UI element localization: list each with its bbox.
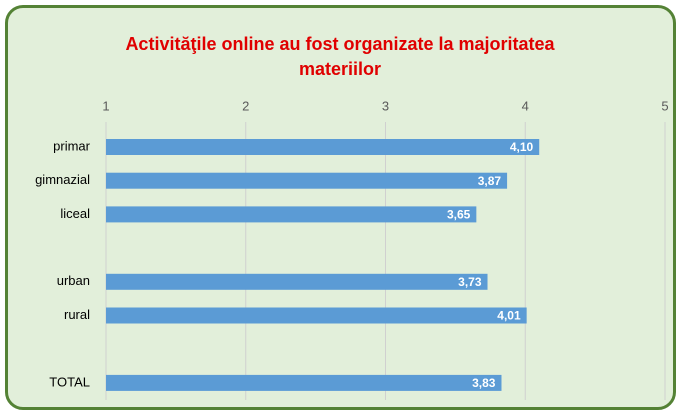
x-tick-label: 3 [382,98,389,113]
chart-title: Activităţile online au fost organizate l… [125,34,555,79]
x-tick-label: 5 [661,98,668,113]
y-tick-label: gimnazial [35,172,90,187]
x-tick-label: 1 [102,98,109,113]
y-tick-label: liceal [60,206,90,221]
bar [106,374,502,391]
value-label: 3,83 [472,376,496,390]
value-label: 3,87 [478,174,502,188]
bar [106,206,477,223]
bar [106,139,540,155]
y-tick-label: TOTAL [49,374,90,389]
value-label: 3,73 [458,275,482,289]
bar [106,273,488,290]
value-label: 4,01 [497,309,521,323]
bar [106,172,508,189]
value-label: 3,65 [447,208,471,222]
value-label: 4,10 [510,140,534,154]
x-tick-label: 2 [242,98,249,113]
x-tick-label: 4 [522,98,529,113]
y-tick-label: urban [57,273,90,288]
y-tick-label: rural [64,307,90,322]
bar [106,307,527,324]
y-tick-label: primar [53,138,91,153]
